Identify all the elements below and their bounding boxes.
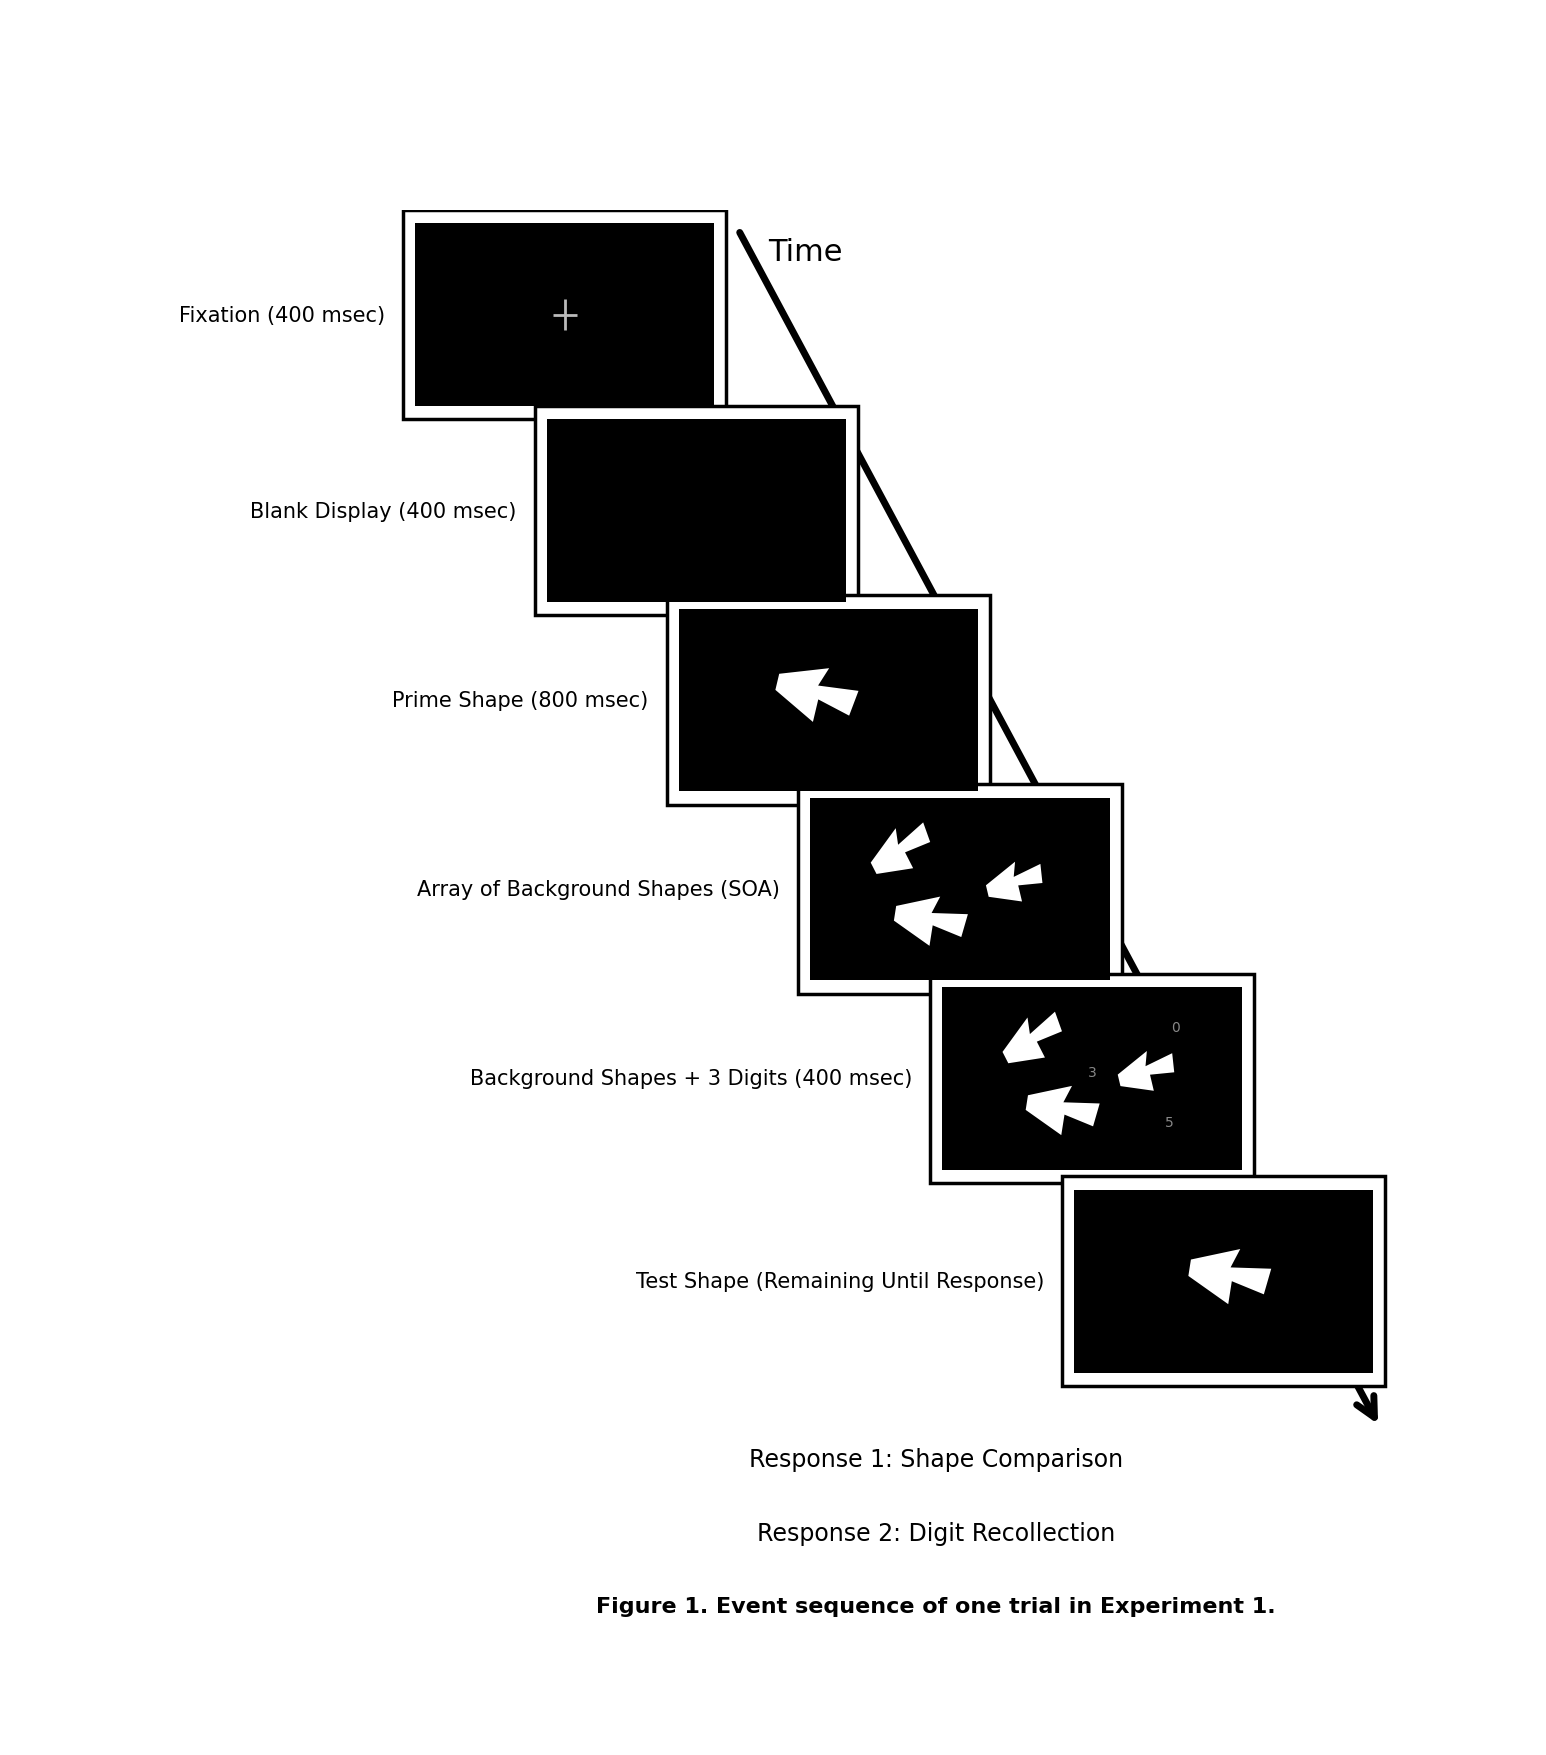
- Bar: [666, 595, 989, 806]
- Text: Figure 1. Event sequence of one trial in Experiment 1.: Figure 1. Event sequence of one trial in…: [597, 1595, 1275, 1616]
- Text: Blank Display (400 msec): Blank Display (400 msec): [250, 502, 516, 521]
- Bar: [931, 974, 1254, 1183]
- Polygon shape: [1002, 1013, 1062, 1064]
- Bar: [535, 407, 858, 616]
- Bar: [942, 988, 1241, 1171]
- Bar: [547, 419, 846, 602]
- Text: Test Shape (Remaining Until Response): Test Shape (Remaining Until Response): [635, 1272, 1044, 1292]
- Text: 5: 5: [1166, 1114, 1173, 1128]
- Polygon shape: [1118, 1051, 1175, 1092]
- Polygon shape: [870, 823, 931, 874]
- Polygon shape: [986, 862, 1042, 902]
- Bar: [810, 799, 1110, 981]
- Bar: [679, 609, 979, 792]
- Bar: [404, 211, 727, 419]
- Polygon shape: [894, 897, 968, 946]
- Bar: [1074, 1190, 1373, 1372]
- Bar: [414, 225, 714, 407]
- Polygon shape: [1189, 1250, 1271, 1304]
- Text: Time: Time: [768, 237, 843, 267]
- Bar: [1062, 1178, 1385, 1386]
- Text: Prime Shape (800 msec): Prime Shape (800 msec): [393, 690, 649, 711]
- Bar: [798, 784, 1122, 995]
- Text: Background Shapes + 3 Digits (400 msec): Background Shapes + 3 Digits (400 msec): [470, 1069, 912, 1088]
- Polygon shape: [776, 669, 858, 723]
- Text: Response 1: Shape Comparison: Response 1: Shape Comparison: [750, 1448, 1122, 1471]
- Text: Array of Background Shapes (SOA): Array of Background Shapes (SOA): [417, 879, 781, 900]
- Text: Response 2: Digit Recollection: Response 2: Digit Recollection: [758, 1522, 1115, 1546]
- Text: Fixation (400 msec): Fixation (400 msec): [179, 305, 385, 325]
- Polygon shape: [1025, 1086, 1099, 1135]
- Text: 3: 3: [1087, 1065, 1096, 1079]
- Text: 0: 0: [1172, 1020, 1180, 1034]
